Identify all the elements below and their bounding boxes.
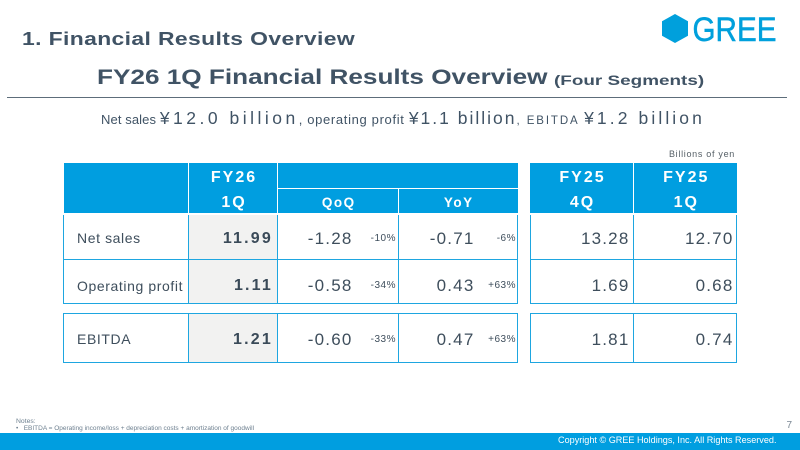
svg-text:GREE: GREE: [693, 11, 777, 49]
